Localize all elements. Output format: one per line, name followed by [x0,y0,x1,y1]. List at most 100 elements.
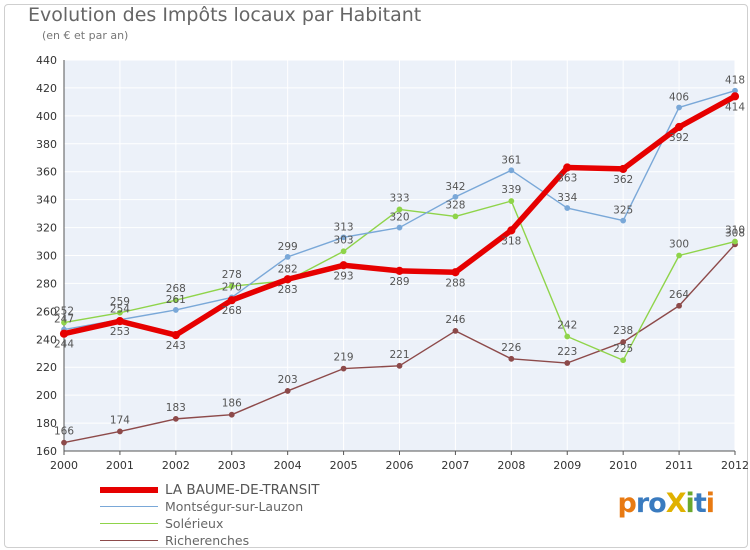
x-tick-label: 2010 [609,459,637,472]
logo-char-2: o [648,488,667,519]
chart-legend: LA BAUME-DE-TRANSIT Montségur-sur-Lauzon… [100,481,500,549]
data-point [452,213,459,220]
legend-item-3: Richerenches [100,532,500,549]
data-label: 219 [334,352,354,364]
data-label: 259 [110,296,130,308]
data-label: 406 [669,91,689,103]
data-point [676,302,682,309]
data-label: 225 [613,343,633,355]
data-label: 242 [557,319,577,331]
data-label: 310 [725,225,745,237]
data-point [676,252,682,259]
y-tick-label: 220 [36,361,57,374]
legend-swatch-0 [100,486,158,493]
data-point [340,248,347,255]
data-label: 183 [166,402,186,414]
data-label: 339 [501,184,521,196]
legend-item-0: LA BAUME-DE-TRANSIT [100,481,500,498]
x-tick-label: 2008 [497,459,525,472]
data-point [451,268,460,277]
y-tick-label: 160 [36,445,57,458]
data-label: 203 [278,374,298,386]
data-point [507,226,516,235]
data-label: 293 [334,270,354,282]
data-point [340,234,347,241]
x-tick-label: 2001 [106,459,134,472]
data-point [564,205,571,211]
chart-title: Evolution des Impôts locaux par Habitant [28,4,422,26]
data-label: 303 [334,234,354,246]
data-point [620,339,627,345]
data-label: 244 [54,339,74,351]
logo-char-3: X [665,488,687,519]
logo-char-1: r [635,488,649,519]
y-tick-label: 300 [36,250,57,263]
data-point [730,92,740,101]
data-label: 246 [445,314,465,326]
data-point [284,253,291,260]
proxiti-logo: proXiti [618,488,716,519]
data-label: 223 [557,346,577,358]
data-label: 264 [669,289,689,301]
logo-char-6: i [705,488,715,519]
data-label: 221 [389,349,409,361]
y-tick-label: 440 [36,54,57,67]
data-label: 288 [445,277,465,289]
data-label: 325 [613,205,633,217]
data-point [396,362,403,369]
legend-label-3: Richerenches [165,533,250,548]
data-point [676,104,682,111]
data-point [396,206,403,213]
data-label: 166 [54,426,74,438]
data-point [117,428,123,435]
data-label: 363 [557,173,577,185]
data-label: 243 [166,340,186,352]
data-label: 278 [222,269,242,281]
data-label: 238 [613,325,633,337]
data-point [674,122,684,132]
data-label: 283 [278,284,298,296]
data-point [563,163,572,172]
data-point [564,360,571,366]
data-label: 418 [725,75,745,87]
x-tick-label: 2004 [274,459,302,472]
logo-char-5: t [693,488,707,519]
x-tick-label: 2006 [386,459,414,472]
data-label: 174 [110,414,130,426]
data-point [284,388,291,394]
x-tick-label: 2009 [553,459,581,472]
x-tick-label: 2002 [162,459,190,472]
data-label: 252 [54,306,74,318]
data-label: 328 [445,199,465,211]
data-label: 361 [501,154,521,166]
data-label: 333 [389,192,409,204]
legend-item-2: Solérieux [100,515,500,532]
data-point [171,330,180,340]
x-tick-label: 2011 [665,459,693,472]
data-point [59,329,69,338]
data-label: 392 [669,132,689,144]
y-tick-label: 360 [36,166,57,179]
data-point [339,261,348,270]
data-label: 308 [725,227,745,239]
data-point [115,317,125,326]
x-tick-label: 2012 [721,459,749,472]
data-label: 261 [166,294,186,306]
data-point [508,355,515,362]
data-label: 299 [278,241,298,253]
legend-item-1: Montségur-sur-Lauzon [100,498,500,515]
chart-subtitle: (en € et par an) [42,29,129,42]
data-label: 186 [222,398,242,410]
y-tick-label: 380 [36,138,57,151]
data-label: 318 [501,235,521,247]
legend-swatch-2 [100,523,158,524]
data-point [228,411,235,418]
data-point [732,238,738,245]
data-point [620,217,627,224]
data-point [117,309,123,316]
data-point [452,193,459,200]
y-tick-label: 400 [36,110,57,123]
legend-swatch-1 [100,506,158,507]
data-label: 254 [110,304,130,316]
data-point [283,275,292,284]
